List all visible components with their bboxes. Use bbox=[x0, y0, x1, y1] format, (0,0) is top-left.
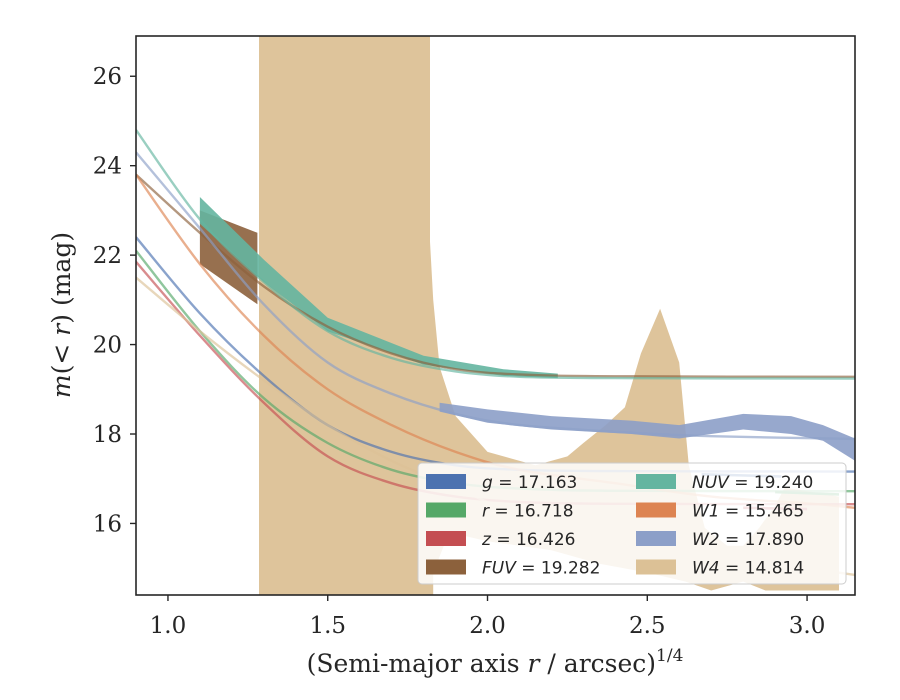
y-tick-label: 24 bbox=[93, 154, 122, 180]
x-tick-label: 1.0 bbox=[150, 613, 187, 639]
plot-frame bbox=[135, 35, 856, 596]
w2-legend-label: W2 = 17.890 bbox=[692, 530, 804, 550]
x-tick-label: 3.0 bbox=[789, 613, 826, 639]
nuv-legend-swatch bbox=[636, 474, 676, 489]
r-legend-label: r = 16.718 bbox=[482, 502, 574, 522]
y-tick-label: 16 bbox=[93, 511, 122, 537]
fuv-legend-label: FUV = 19.282 bbox=[482, 559, 600, 579]
fuv-fit-line bbox=[136, 173, 855, 378]
nuv-legend-label: NUV = 19.240 bbox=[692, 473, 813, 493]
w4-legend-label: W4 = 14.814 bbox=[692, 559, 804, 579]
fuv-legend-swatch bbox=[426, 559, 466, 575]
y-tick-label: 18 bbox=[93, 422, 122, 448]
g-legend-swatch bbox=[426, 474, 466, 489]
y-axis-label: m(< r) (mag) bbox=[47, 232, 76, 398]
r-legend-swatch bbox=[426, 502, 466, 518]
y-tick-label: 22 bbox=[93, 243, 122, 269]
w1-legend-swatch bbox=[636, 502, 676, 518]
x-tick-label: 2.5 bbox=[629, 613, 666, 639]
z-legend-swatch bbox=[426, 531, 466, 546]
nuv-fit-line bbox=[136, 129, 855, 380]
w2-fit-line bbox=[136, 151, 855, 441]
w2-legend-swatch bbox=[636, 531, 676, 546]
x-tick-label: 2.0 bbox=[469, 613, 506, 639]
legend-box bbox=[417, 462, 847, 585]
x-tick-label: 1.5 bbox=[309, 613, 346, 639]
legend: g = 17.163 r = 16.718 z = 16.426 FUV = 19.2… bbox=[417, 462, 847, 585]
w2-curve-band bbox=[439, 402, 855, 461]
y-tick-label: 20 bbox=[93, 333, 122, 359]
y-tick-label: 26 bbox=[93, 64, 122, 90]
w1-legend-label: W1 = 15.465 bbox=[692, 502, 804, 522]
g-legend-label: g = 17.163 bbox=[482, 473, 577, 493]
x-axis-label: (Semi-major axis r / arcsec)1/4 bbox=[307, 646, 684, 678]
w4-legend-swatch bbox=[636, 559, 676, 575]
z-legend-label: z = 16.426 bbox=[481, 530, 575, 550]
